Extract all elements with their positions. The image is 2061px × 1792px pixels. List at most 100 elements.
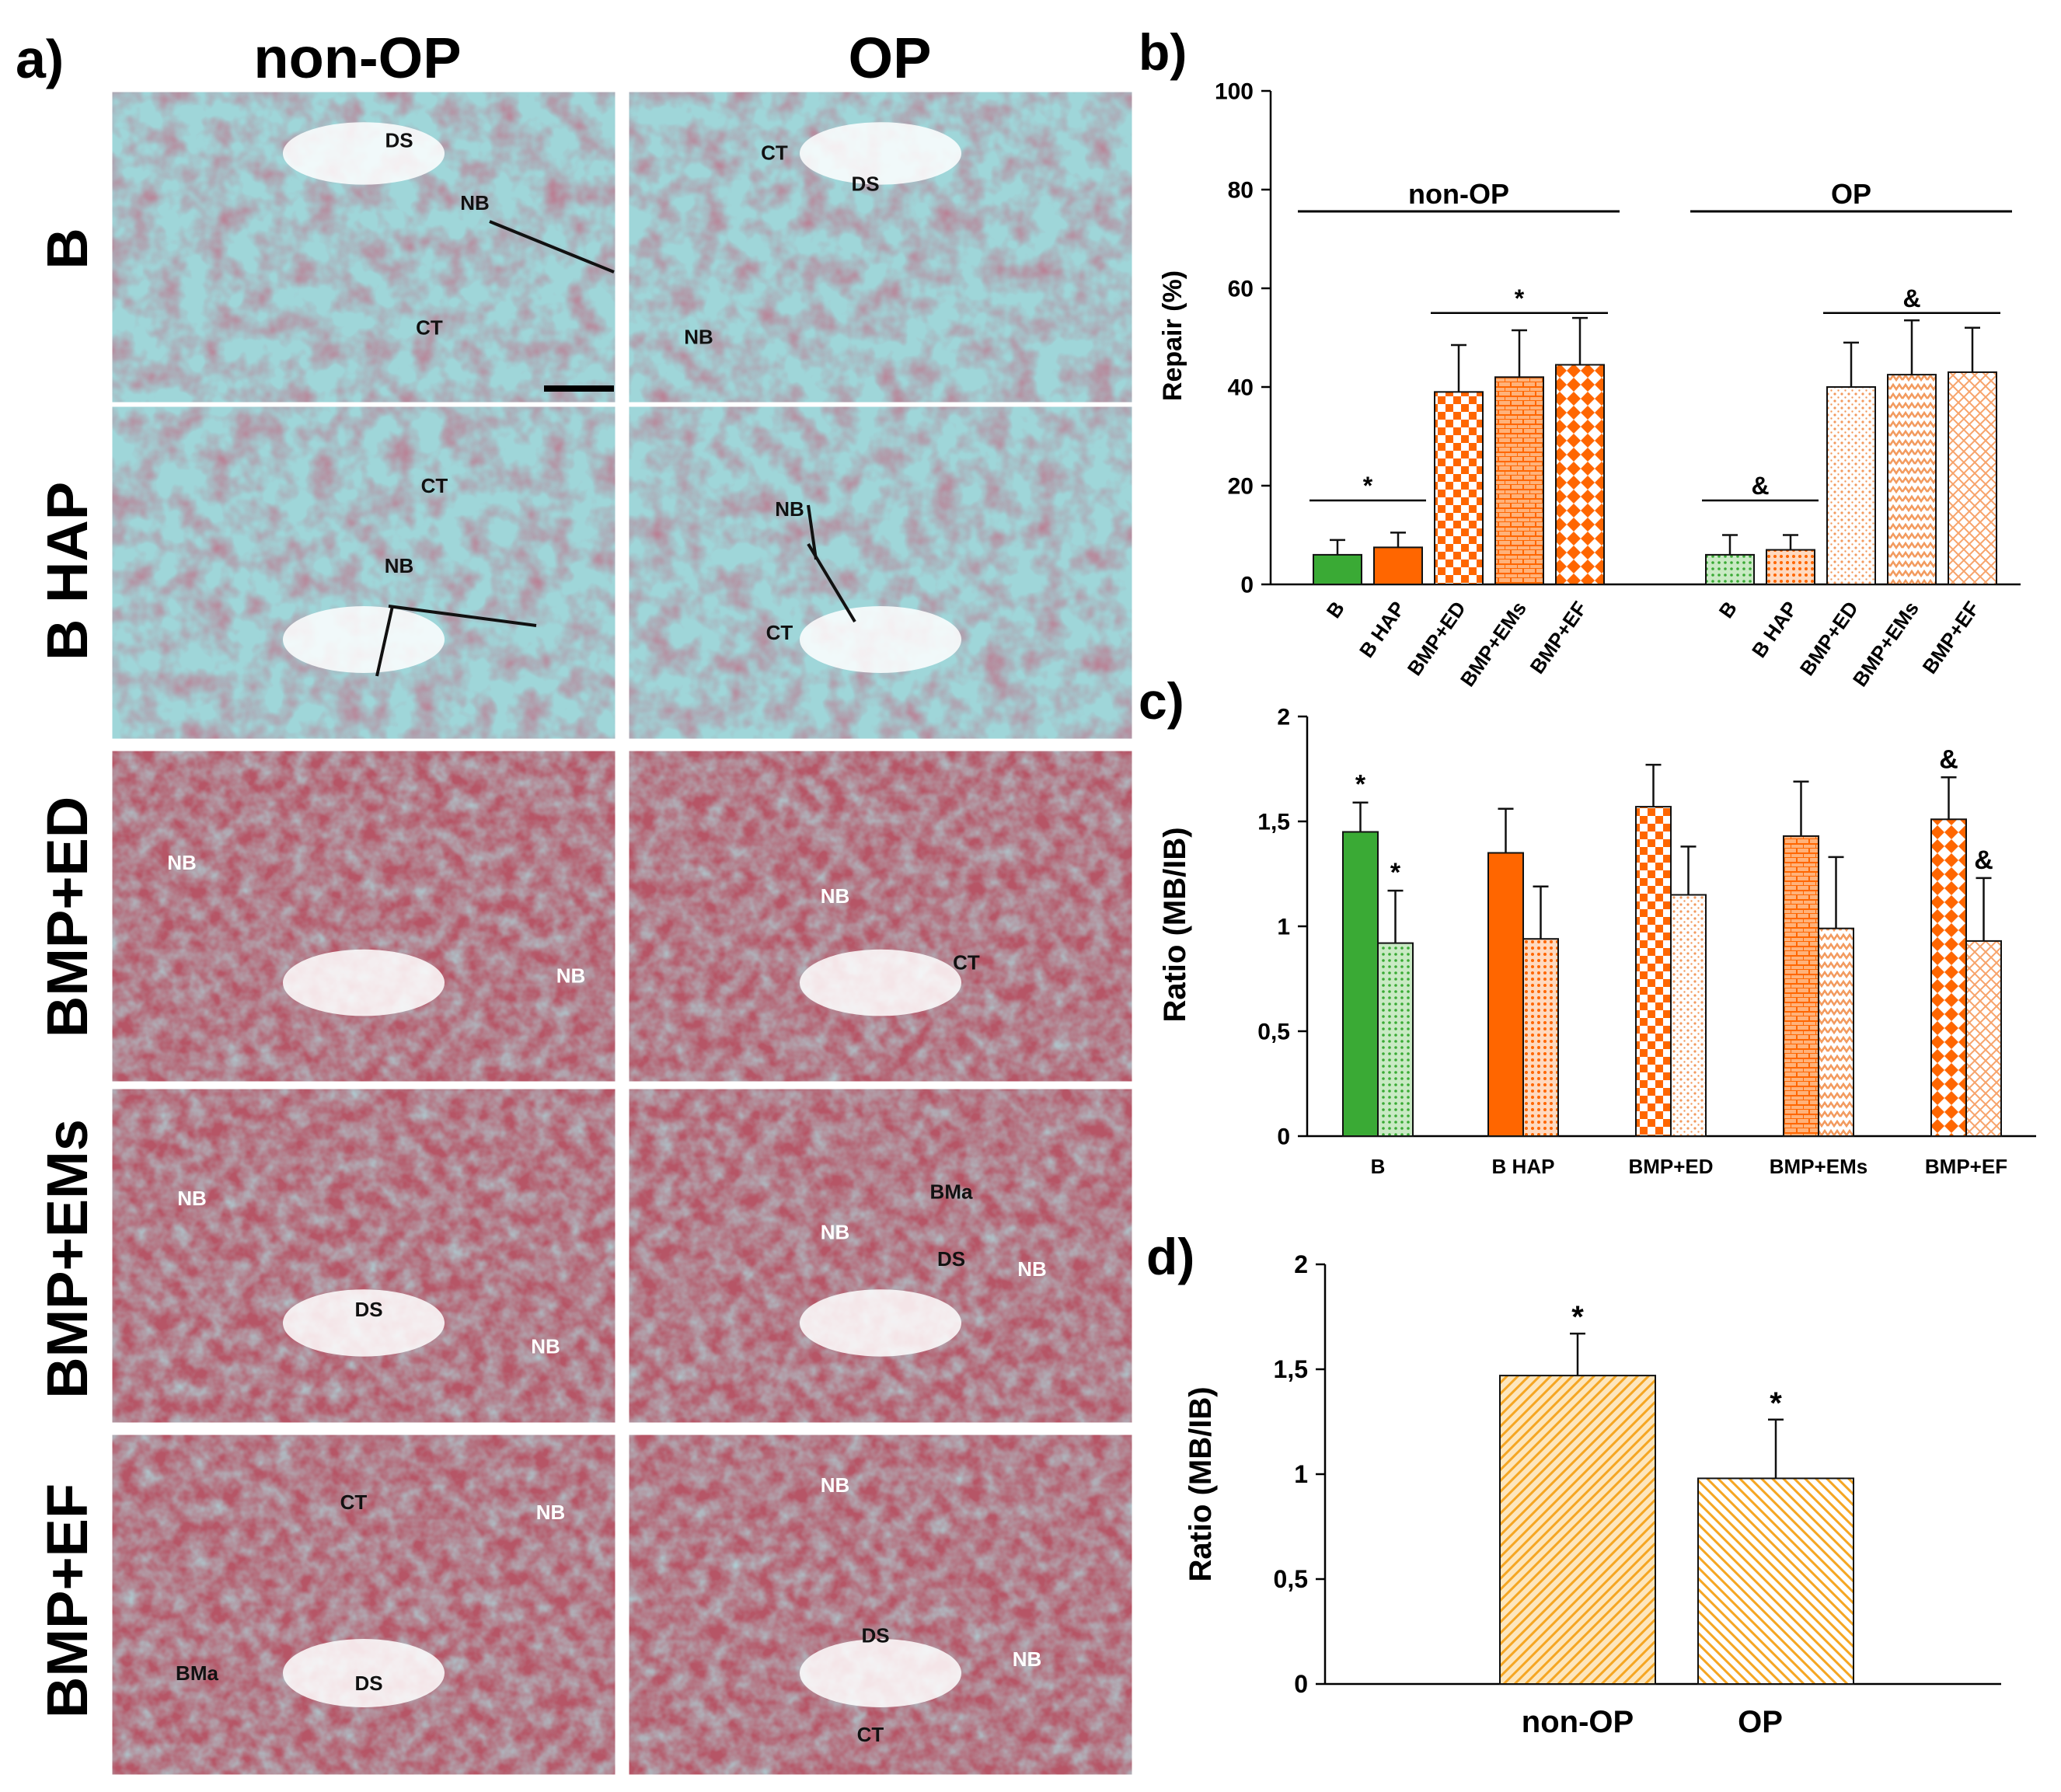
panel-d-ratio-chart: d) Ratio (MB/IB) 0 0,5 1 1,5 2 * non-OP * OP <box>1146 1228 2001 1739</box>
c-x-tick-label: B <box>1371 1155 1386 1178</box>
tissue-label-bma: BMa <box>176 1661 218 1685</box>
row-label-bmp-ef: BMP+EF <box>35 1483 99 1718</box>
b-x-tick-label: BMP+ED <box>1795 597 1863 680</box>
tile-border <box>626 1432 1135 1777</box>
b-y-tick-label: 20 <box>1228 474 1254 500</box>
panel-b-ylabel: Repair (%) <box>1158 270 1187 401</box>
tissue-label-nb: NB <box>177 1187 207 1210</box>
b-sig-mark: & <box>1902 284 1920 312</box>
histology-image-bmp-ed-non-op: NB NB <box>110 748 618 1084</box>
histology-image-bmp-ed-op: NB CT <box>626 748 1135 1084</box>
c-bar-op-bmp-ems <box>1818 927 1854 1137</box>
d-sig-mark: * <box>1770 1386 1782 1421</box>
tissue-label-ds: DS <box>385 128 413 152</box>
cavity <box>283 1639 445 1707</box>
b-sig-mark: * <box>1515 284 1525 312</box>
tissue-label-ct: CT <box>416 316 443 340</box>
tissue-label-nb: NB <box>775 497 804 521</box>
tissue-label-ct: CT <box>761 141 788 164</box>
panel-c-ylabel: Ratio (MB/IB) <box>1158 827 1192 1022</box>
cavity <box>800 949 961 1016</box>
c-bar-op-bmp-ef <box>1965 940 2002 1138</box>
tissue-label-nb: NB <box>536 1501 566 1524</box>
b-group-label: OP <box>1831 178 1871 210</box>
b-bar-op-b <box>1705 553 1755 586</box>
b-group-label: non-OP <box>1408 178 1509 210</box>
panel-a-label: a) <box>16 29 64 89</box>
tile-border <box>626 89 1135 405</box>
histology-image-b-hap-non-op: CT NB <box>110 404 618 741</box>
tissue-label-nb: NB <box>684 326 713 349</box>
b-x-tick-label: B HAP <box>1355 597 1410 661</box>
c-bar-op-b-hap <box>1522 938 1559 1137</box>
tissue-label-nb: NB <box>531 1334 560 1358</box>
c-sig-mark: & <box>1974 845 1993 875</box>
panel-d-ylabel: Ratio (MB/IB) <box>1184 1386 1218 1581</box>
b-y-tick-label: 100 <box>1215 79 1254 105</box>
c-sig-mark: * <box>1390 858 1401 887</box>
b-x-tick-label: B HAP <box>1747 597 1802 661</box>
tissue-texture <box>628 406 1133 740</box>
cavity <box>283 122 445 185</box>
tissue-label-nb: NB <box>385 554 414 577</box>
tile-border <box>110 404 618 741</box>
tissue-texture <box>111 1434 616 1776</box>
c-sig-mark: * <box>1355 770 1366 800</box>
pointer-arrow <box>375 605 394 677</box>
tile-border <box>626 404 1135 741</box>
d-y-tick-label: 0,5 <box>1274 1565 1308 1593</box>
d-y-tick-label: 0 <box>1294 1670 1308 1698</box>
c-y-tick-label: 1,5 <box>1257 810 1290 835</box>
histology-image-b-non-op: DS NB CT <box>110 89 618 405</box>
b-bar-op-bmp-ems <box>1887 374 1937 585</box>
tissue-label-ct: CT <box>857 1723 884 1746</box>
tissue-texture <box>111 1088 616 1424</box>
b-x-tick-label: BMP+EF <box>1917 597 1983 678</box>
d-x-tick-label: non-OP <box>1522 1705 1634 1739</box>
b-sig-mark: & <box>1751 472 1769 500</box>
tissue-label-nb: NB <box>821 1473 850 1497</box>
tissue-texture <box>111 406 616 740</box>
b-bar-op-b-hap <box>1766 549 1815 585</box>
b-bar-non-op-bmp-ems <box>1494 376 1544 585</box>
tissue-texture <box>628 1434 1133 1776</box>
tile-border <box>110 1432 618 1777</box>
histology-image-b-op: CT DS NB <box>626 89 1135 405</box>
tissue-label-ct: CT <box>953 950 980 974</box>
cavity <box>283 1289 445 1357</box>
panel-c-ratio-chart: c) Ratio (MB/IB) 0 0,5 1 1,5 2 * * B B HAP BMP+ED… <box>1139 672 2036 1178</box>
tissue-texture <box>628 750 1133 1083</box>
d-sig-mark: * <box>1571 1300 1584 1334</box>
tissue-label-nb: NB <box>1013 1647 1042 1671</box>
tissue-label-nb: NB <box>821 884 850 908</box>
c-y-tick-label: 0 <box>1277 1124 1290 1150</box>
d-y-tick-label: 1 <box>1294 1460 1308 1488</box>
tile-border <box>626 1086 1135 1425</box>
c-x-tick-label: BMP+ED <box>1628 1155 1713 1178</box>
c-x-tick-label: BMP+EMs <box>1770 1155 1867 1178</box>
c-bar-non-op-b <box>1342 831 1379 1137</box>
d-bar-op <box>1697 1477 1854 1686</box>
tissue-label-ct: CT <box>766 621 793 644</box>
row-label-b-hap: B HAP <box>35 482 99 661</box>
c-bar-op-bmp-ed <box>1670 894 1707 1137</box>
b-y-tick-label: 40 <box>1228 375 1254 401</box>
tile-border <box>110 748 618 1084</box>
c-bar-non-op-b-hap <box>1487 852 1524 1137</box>
cavity <box>800 122 961 185</box>
row-label-bmp-ed: BMP+ED <box>35 797 99 1037</box>
histology-image-bmp-ef-non-op: CT NB BMa DS <box>110 1432 618 1777</box>
b-x-tick-label: B <box>1322 597 1349 622</box>
b-sig-mark: * <box>1363 472 1373 500</box>
b-y-tick-label: 80 <box>1228 178 1254 204</box>
tissue-label-nb: NB <box>167 851 197 874</box>
b-x-tick-label: BMP+EF <box>1525 597 1591 678</box>
b-y-tick-label: 60 <box>1228 277 1254 302</box>
c-bar-non-op-bmp-ed <box>1635 806 1672 1137</box>
cavity <box>283 949 445 1016</box>
c-y-tick-label: 0,5 <box>1257 1020 1290 1045</box>
pointer-arrow <box>807 504 818 560</box>
b-bar-non-op-b <box>1313 553 1362 586</box>
row-label-b: B <box>35 228 99 269</box>
